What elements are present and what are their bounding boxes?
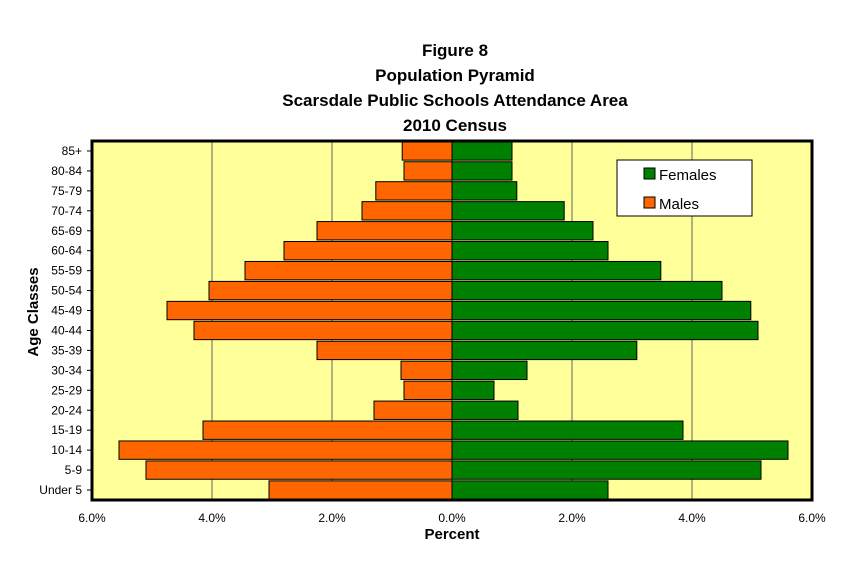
y-tick-label: 20-24 (51, 403, 82, 417)
bar-females (451, 201, 565, 221)
bar-males (244, 260, 453, 281)
legend-swatch-females (643, 167, 656, 180)
y-axis-tick-labels: Under 5 5-9 10-14 15-19 20-24 25-29 30-34 35-39… (39, 144, 92, 497)
y-axis-title: Age Classes (25, 267, 42, 356)
x-axis-title: Percent (424, 526, 479, 543)
bar-males (316, 221, 453, 241)
bar-males (403, 380, 453, 400)
bar-males (268, 480, 453, 500)
y-tick-label: 55-59 (51, 264, 82, 278)
legend-box (616, 159, 753, 217)
title-line-4: 2010 Census (403, 116, 507, 135)
bar-females (451, 340, 638, 361)
y-tick-label: 80-84 (51, 164, 82, 178)
bar-females (451, 300, 752, 321)
y-tick-label: 15-19 (51, 423, 82, 437)
bar-males (403, 161, 453, 181)
bar-males (401, 141, 453, 161)
bar-males (361, 201, 453, 221)
y-tick-label: 25-29 (51, 383, 82, 397)
bar-males (375, 181, 453, 201)
title-line-2: Population Pyramid (375, 66, 535, 85)
legend-label-males: Males (659, 196, 699, 213)
title-line-3: Scarsdale Public Schools Attendance Area (282, 91, 628, 110)
bar-males (193, 320, 453, 341)
y-tick-label: 75-79 (51, 184, 82, 198)
bar-females (451, 241, 609, 261)
bars (118, 141, 789, 500)
bar-males (283, 241, 453, 261)
y-tick-label: 50-54 (51, 284, 82, 298)
y-tick-label: 30-34 (51, 363, 82, 377)
y-tick-label: 35-39 (51, 343, 82, 357)
bar-males (316, 340, 453, 361)
y-tick-label: 40-44 (51, 323, 82, 337)
y-tick-label: 60-64 (51, 244, 82, 258)
y-tick-label: 10-14 (51, 443, 82, 457)
x-tick-label: 6.0% (798, 511, 826, 525)
bar-females (451, 420, 684, 440)
x-tick-label: 6.0% (78, 511, 106, 525)
y-tick-label: 65-69 (51, 224, 82, 238)
y-tick-label: 5-9 (65, 463, 83, 477)
gridlines (211, 141, 693, 500)
bar-females (451, 380, 495, 400)
x-tick-label: 2.0% (558, 511, 586, 525)
bar-females (451, 161, 513, 181)
legend-label-females: Females (659, 167, 717, 184)
bar-females (451, 440, 789, 460)
bar-males (208, 280, 453, 301)
chart-title: Figure 8 Population Pyramid Scarsdale Pu… (282, 41, 628, 135)
bar-males (145, 460, 453, 480)
legend: Females Males (616, 159, 753, 217)
x-tick-label: 2.0% (318, 511, 346, 525)
bar-males (166, 300, 453, 321)
bar-males (118, 440, 453, 460)
bar-females (451, 400, 519, 420)
bar-females (451, 260, 662, 281)
plot-border (90, 139, 814, 502)
y-tick-label: 85+ (62, 144, 82, 158)
x-tick-label: 4.0% (678, 511, 706, 525)
bar-females (451, 460, 762, 480)
x-tick-label: 4.0% (198, 511, 226, 525)
bar-females (451, 280, 723, 301)
bar-males (202, 420, 453, 440)
x-tick-label: 0.0% (438, 511, 466, 525)
bar-females (451, 221, 594, 241)
bar-females (451, 320, 759, 341)
bar-males (373, 400, 453, 420)
y-tick-label: Under 5 (39, 483, 82, 497)
legend-swatch-males (643, 196, 656, 209)
y-tick-label: 70-74 (51, 204, 82, 218)
bar-females (451, 360, 528, 381)
y-tick-label: 45-49 (51, 304, 82, 318)
x-axis-tick-labels: 6.0% 4.0% 2.0% 0.0% 2.0% 4.0% 6.0% (78, 511, 826, 525)
bar-females (451, 181, 518, 201)
bar-females (451, 480, 609, 500)
title-line-1: Figure 8 (422, 41, 488, 60)
bar-males (400, 360, 453, 381)
bar-females (451, 141, 513, 161)
